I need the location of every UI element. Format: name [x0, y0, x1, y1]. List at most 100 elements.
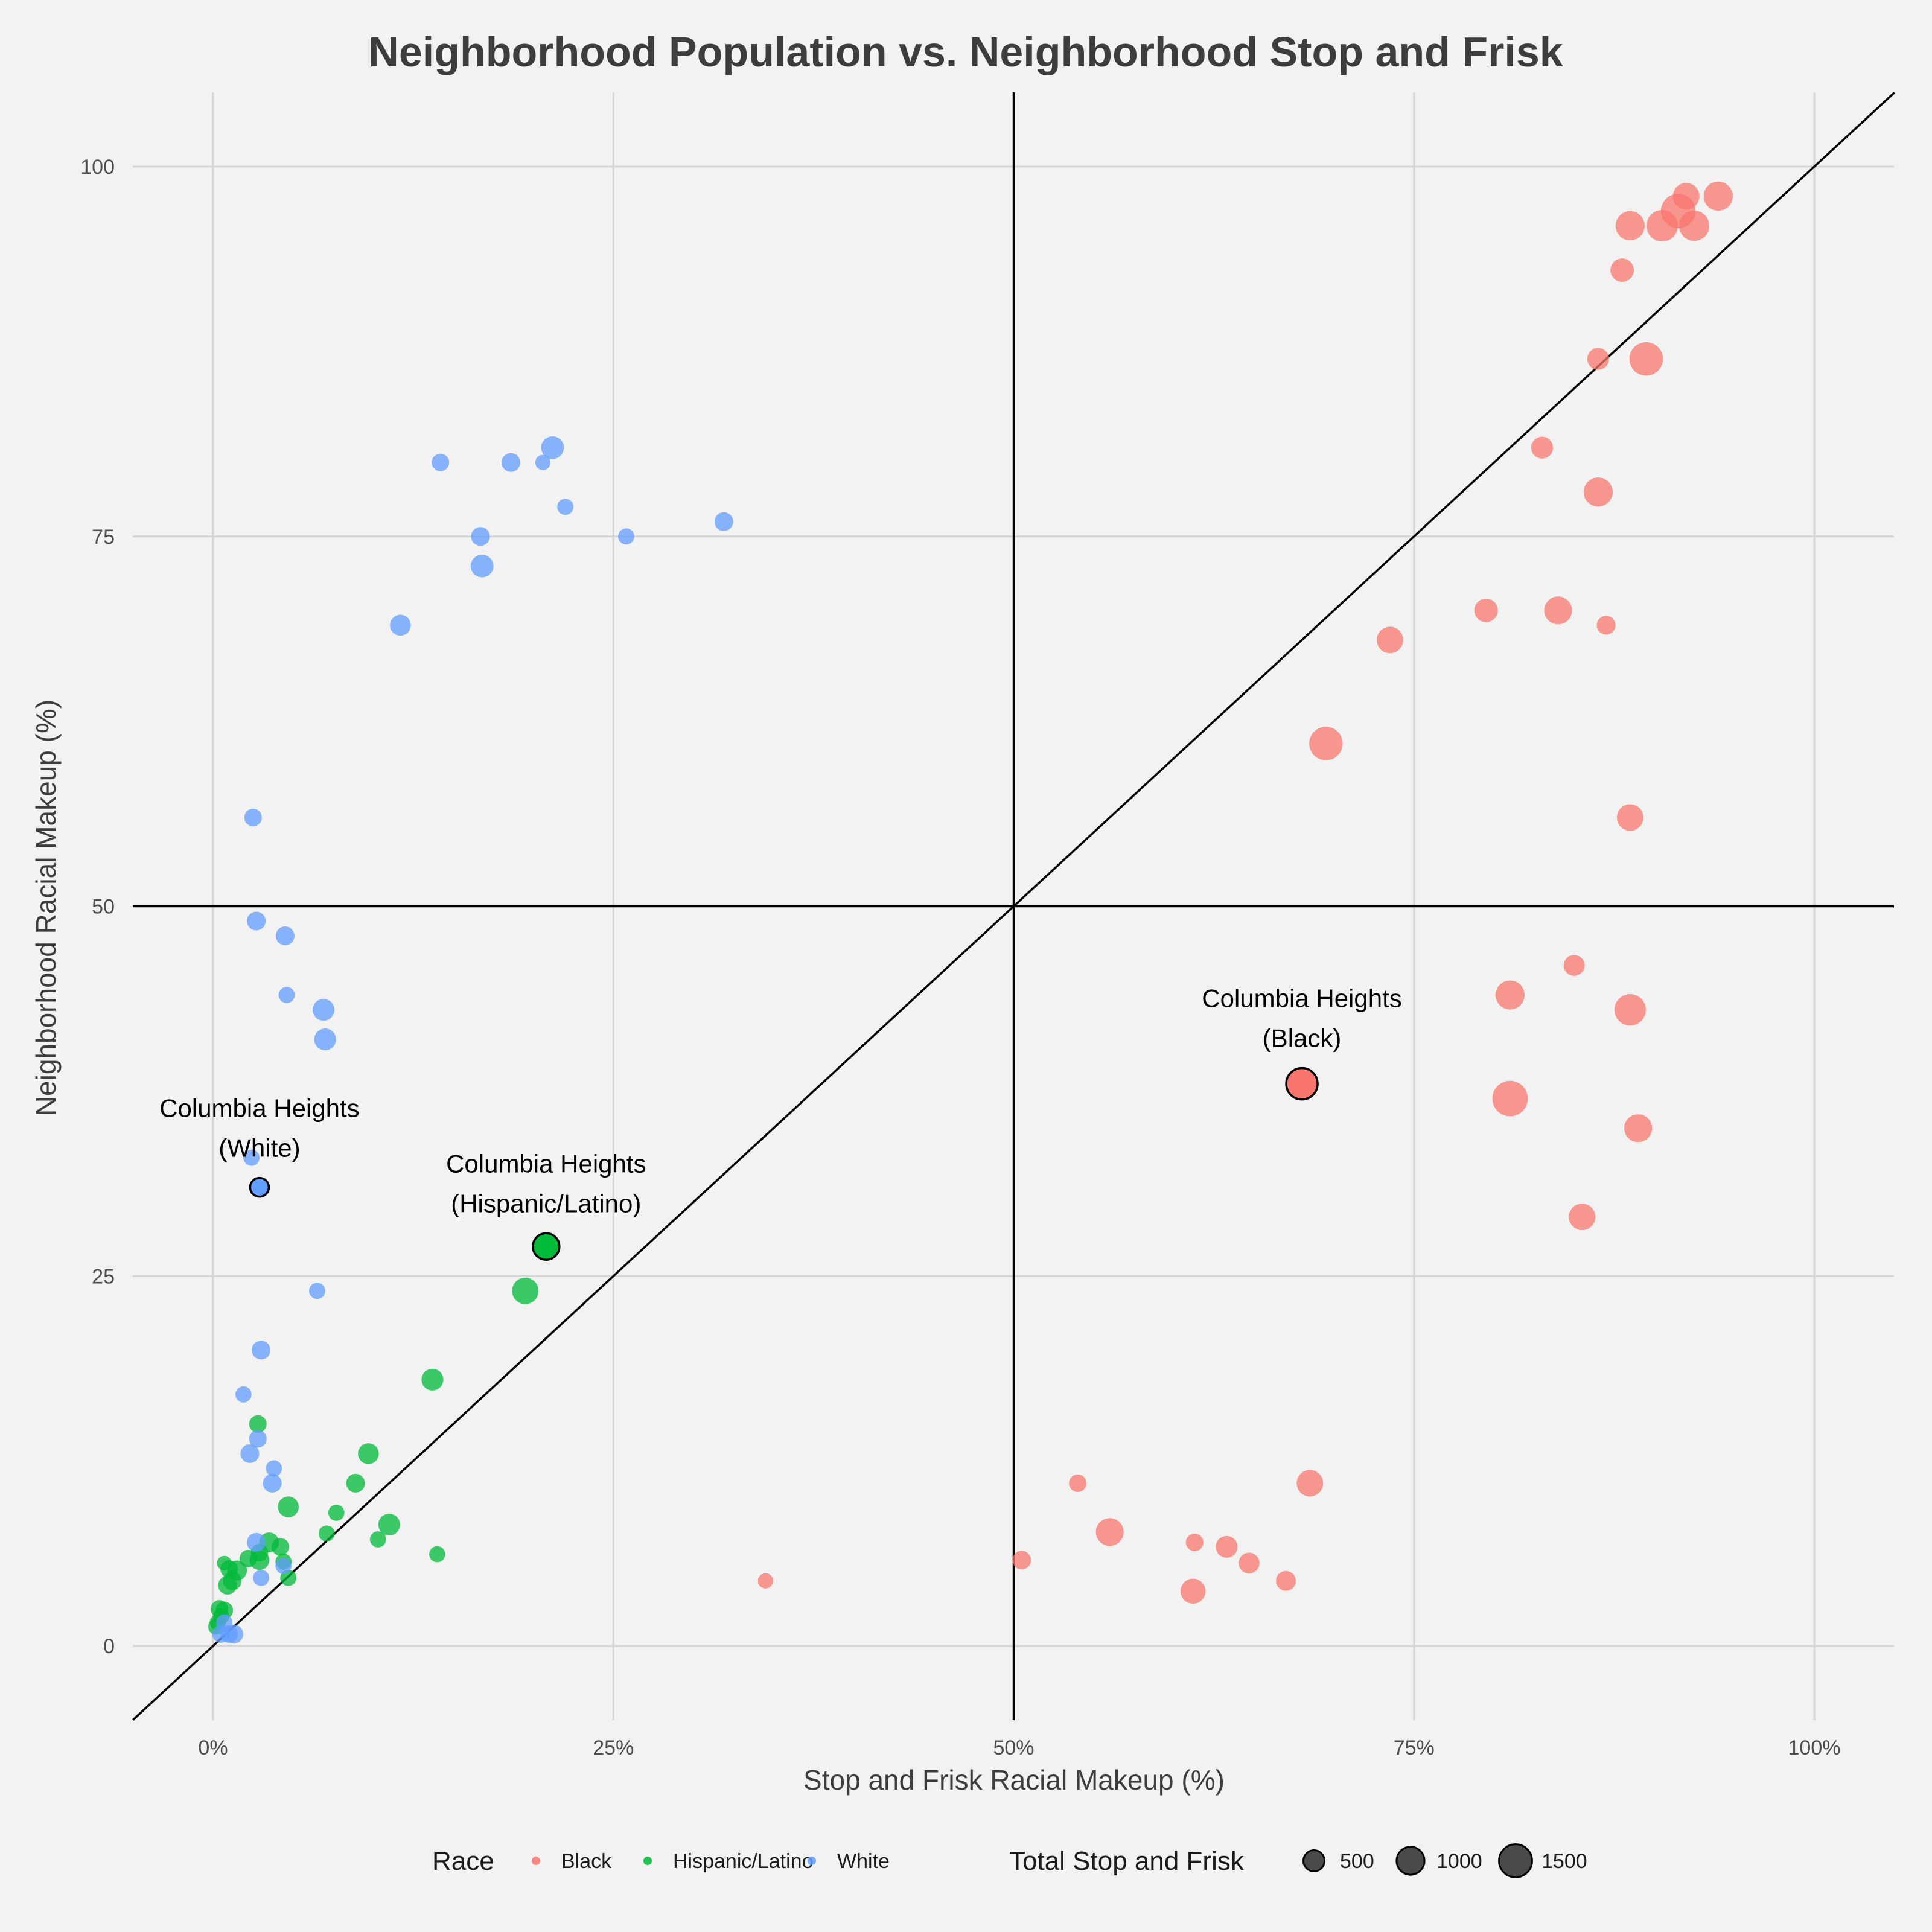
data-point-hispanic-latino — [318, 1525, 335, 1542]
data-point-black — [1474, 598, 1498, 622]
data-point-black — [1095, 1518, 1124, 1546]
legend: Race Total Stop and Frisk Black Hispanic/… — [432, 1843, 1587, 1878]
data-point-black — [1531, 436, 1554, 459]
data-point-black — [1679, 210, 1710, 241]
annotation-black-line1: Columbia Heights — [1202, 984, 1402, 1013]
data-point-white — [247, 1532, 266, 1552]
data-point-black — [757, 1573, 773, 1589]
data-point-black — [1563, 955, 1585, 976]
legend-label-black: Black — [561, 1850, 612, 1873]
highlighted-points — [249, 1066, 1319, 1261]
x-axis-ticks: 0% 25% 50% 75% 100% — [198, 1736, 1840, 1759]
data-point-hispanic-latino — [378, 1513, 400, 1536]
legend-size-label: 1000 — [1436, 1850, 1482, 1873]
legend-race-title: Race — [432, 1846, 494, 1876]
data-point-hispanic-latino — [512, 1277, 539, 1304]
data-point-white — [275, 926, 295, 946]
data-point-white — [471, 527, 490, 546]
legend-size-key — [1498, 1843, 1533, 1878]
data-point-hispanic-latino — [369, 1531, 386, 1548]
data-point-black — [1703, 181, 1733, 211]
data-point-black — [1646, 210, 1678, 242]
data-point-white — [243, 1149, 260, 1166]
highlighted-point-hispanic-latino — [532, 1232, 561, 1261]
data-point-hispanic-latino — [358, 1443, 379, 1464]
annotations: (Black) Columbia Heights (Hispanic/Latino)… — [159, 984, 1402, 1218]
data-point-black — [1629, 342, 1663, 376]
y-tick-label: 25 — [92, 1265, 115, 1288]
data-point-white — [263, 1473, 282, 1493]
y-axis-title: Neighborhood Racial Makeup (%) — [30, 700, 62, 1116]
data-point-hispanic-latino — [328, 1505, 345, 1521]
data-point-white — [714, 512, 733, 531]
data-point-black — [1615, 211, 1645, 241]
data-point-hispanic-latino — [429, 1546, 445, 1563]
annotation-white-line1: Columbia Heights — [159, 1094, 360, 1123]
legend-size-key — [1395, 1846, 1426, 1876]
y-tick-label: 0 — [103, 1635, 115, 1658]
data-point-white — [240, 1444, 260, 1463]
data-point-white — [309, 1283, 325, 1299]
annotation-black-line2: (Black) — [1263, 1024, 1342, 1053]
data-point-white — [314, 1028, 336, 1051]
data-point-white — [470, 554, 494, 578]
data-point-black — [1596, 616, 1616, 635]
data-point-black — [1610, 258, 1634, 282]
data-point-white — [390, 614, 411, 636]
legend-size-label: 500 — [1340, 1850, 1374, 1873]
annotation-white-line2: (White) — [218, 1134, 300, 1162]
data-point-white — [541, 436, 564, 459]
x-tick-label: 75% — [1394, 1736, 1435, 1759]
data-point-white — [253, 1569, 269, 1586]
data-point-white — [252, 1341, 271, 1360]
data-point-white — [535, 454, 551, 470]
legend-key-white — [808, 1857, 816, 1865]
series-white — [212, 436, 733, 1643]
legend-size-label: 1500 — [1541, 1850, 1587, 1873]
legend-size-title: Total Stop and Frisk — [1009, 1846, 1245, 1876]
data-point-white — [432, 453, 450, 471]
data-point-hispanic-latino — [218, 1575, 237, 1595]
data-point-black — [1276, 1570, 1296, 1591]
annotation-hispanic-latino-line1: Columbia Heights — [446, 1149, 646, 1178]
x-tick-label: 0% — [198, 1736, 228, 1759]
data-point-black — [1495, 980, 1525, 1010]
data-point-white — [275, 1558, 292, 1575]
data-point-black — [1376, 626, 1403, 654]
data-point-black — [1544, 596, 1572, 625]
data-point-hispanic-latino — [421, 1368, 444, 1391]
data-point-black — [1239, 1552, 1260, 1574]
legend-label-white: White — [837, 1850, 890, 1873]
data-point-white — [266, 1460, 282, 1477]
annotation-hispanic-latino-line2: (Hispanic/Latino) — [451, 1189, 641, 1217]
y-axis-ticks: 0 25 50 75 100 — [80, 156, 115, 1658]
x-tick-label: 25% — [593, 1736, 634, 1759]
data-point-white — [501, 453, 521, 472]
data-point-black — [1309, 727, 1343, 760]
data-point-black — [1069, 1474, 1087, 1492]
data-point-black — [1216, 1535, 1238, 1558]
data-point-white — [249, 1430, 267, 1448]
data-point-white — [216, 1614, 232, 1631]
data-point-black — [1614, 994, 1646, 1026]
data-point-hispanic-latino — [271, 1538, 289, 1556]
legend-key-black — [532, 1857, 540, 1865]
x-axis-title: Stop and Frisk Racial Makeup (%) — [803, 1764, 1225, 1796]
data-point-white — [557, 499, 574, 515]
data-point-hispanic-latino — [249, 1415, 267, 1433]
data-point-white — [278, 987, 295, 1003]
data-point-black — [1296, 1470, 1324, 1497]
data-point-hispanic-latino — [278, 1496, 299, 1517]
legend-size-key — [1302, 1849, 1325, 1872]
y-tick-label: 100 — [80, 156, 115, 179]
x-tick-label: 100% — [1788, 1736, 1841, 1759]
data-point-black — [1624, 1114, 1653, 1143]
data-point-white — [247, 911, 266, 931]
data-point-hispanic-latino — [239, 1549, 257, 1567]
data-point-white — [244, 808, 262, 826]
data-point-black — [1583, 477, 1613, 507]
x-tick-label: 50% — [993, 1736, 1034, 1759]
data-point-black — [1587, 348, 1609, 370]
